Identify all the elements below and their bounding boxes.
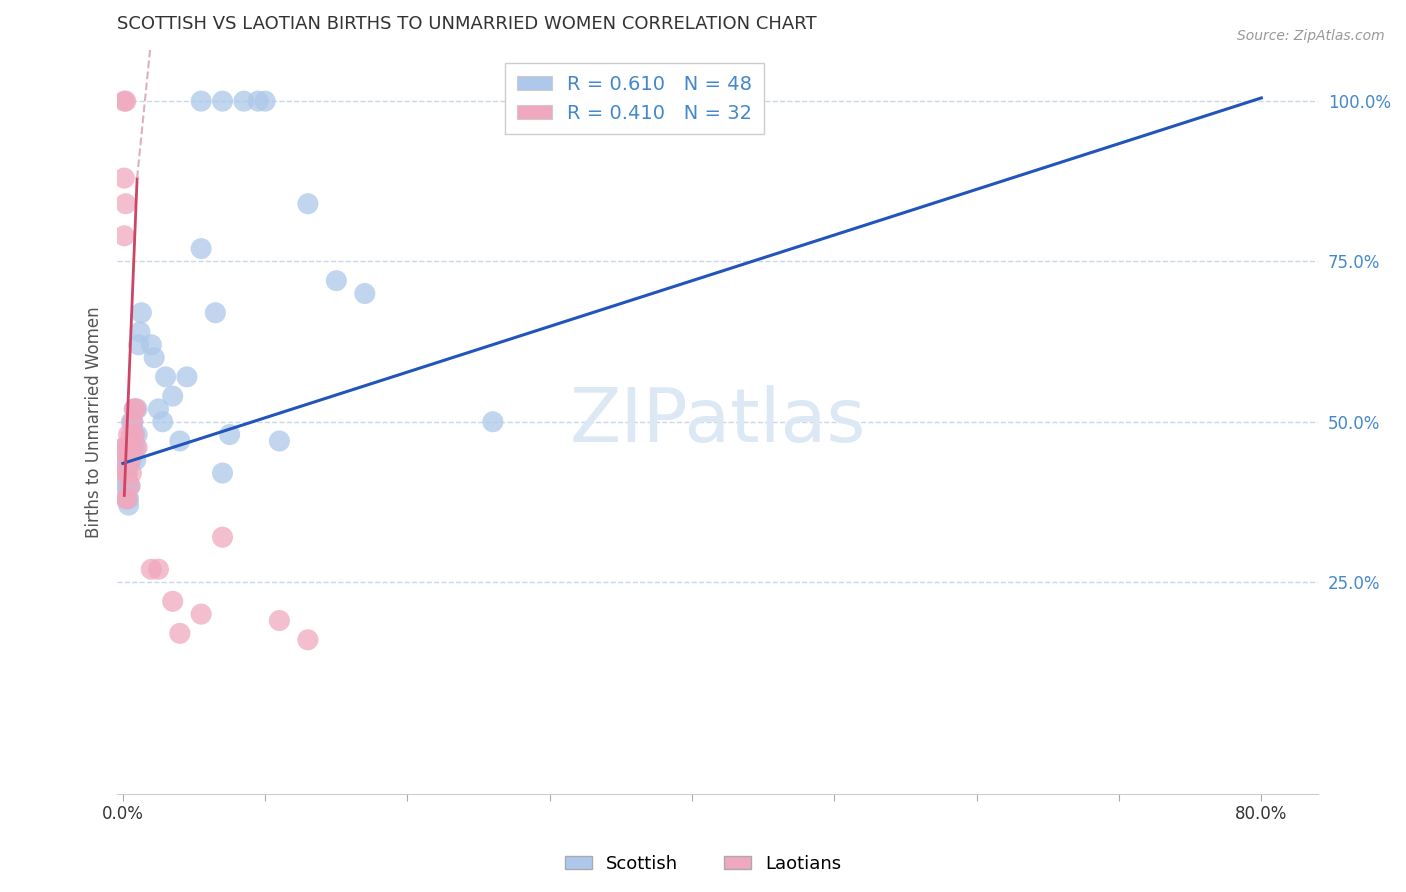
- Point: [122, 401, 145, 416]
- Point: [121, 441, 143, 455]
- Point: [112, 441, 135, 455]
- Point: [118, 441, 141, 455]
- Point: [117, 491, 139, 506]
- Point: [122, 401, 145, 416]
- Point: [120, 427, 142, 442]
- Point: [353, 286, 375, 301]
- Text: Source: ZipAtlas.com: Source: ZipAtlas.com: [1237, 29, 1385, 43]
- Point: [117, 453, 139, 467]
- Point: [148, 562, 170, 576]
- Point: [117, 498, 139, 512]
- Point: [482, 415, 505, 429]
- Point: [218, 427, 240, 442]
- Point: [127, 401, 149, 416]
- Point: [112, 453, 135, 467]
- Point: [155, 369, 177, 384]
- Point: [190, 94, 212, 108]
- Point: [148, 401, 170, 416]
- Point: [122, 427, 145, 442]
- Point: [121, 415, 143, 429]
- Point: [176, 369, 198, 384]
- Point: [128, 338, 150, 352]
- Point: [129, 325, 152, 339]
- Point: [118, 479, 141, 493]
- Point: [162, 389, 184, 403]
- Point: [190, 607, 212, 621]
- Point: [127, 441, 149, 455]
- Point: [143, 351, 166, 365]
- Point: [125, 441, 148, 455]
- Point: [115, 491, 138, 506]
- Point: [115, 479, 138, 493]
- Point: [115, 491, 138, 506]
- Point: [117, 427, 139, 442]
- Point: [118, 453, 141, 467]
- Point: [141, 562, 163, 576]
- Point: [247, 94, 270, 108]
- Point: [211, 466, 233, 480]
- Point: [122, 427, 145, 442]
- Point: [131, 306, 153, 320]
- Point: [254, 94, 277, 108]
- Point: [120, 453, 142, 467]
- Point: [112, 441, 135, 455]
- Point: [125, 401, 148, 416]
- Point: [121, 415, 143, 429]
- Legend: Scottish, Laotians: Scottish, Laotians: [558, 848, 848, 880]
- Point: [115, 466, 138, 480]
- Point: [141, 338, 163, 352]
- Point: [127, 427, 149, 442]
- Point: [115, 441, 138, 455]
- Point: [325, 274, 347, 288]
- Point: [125, 453, 148, 467]
- Point: [118, 453, 141, 467]
- Point: [120, 415, 142, 429]
- Point: [114, 466, 136, 480]
- Point: [211, 530, 233, 544]
- Point: [269, 434, 291, 448]
- Point: [204, 306, 226, 320]
- Y-axis label: Births to Unmarried Women: Births to Unmarried Women: [86, 306, 103, 538]
- Text: ZIPatlas: ZIPatlas: [569, 385, 866, 458]
- Point: [120, 466, 142, 480]
- Point: [114, 491, 136, 506]
- Point: [112, 94, 135, 108]
- Point: [169, 434, 191, 448]
- Point: [115, 466, 138, 480]
- Point: [269, 614, 291, 628]
- Legend: R = 0.610   N = 48, R = 0.410   N = 32: R = 0.610 N = 48, R = 0.410 N = 32: [505, 63, 763, 135]
- Point: [190, 242, 212, 256]
- Point: [114, 196, 136, 211]
- Text: SCOTTISH VS LAOTIAN BIRTHS TO UNMARRIED WOMEN CORRELATION CHART: SCOTTISH VS LAOTIAN BIRTHS TO UNMARRIED …: [117, 15, 817, 33]
- Point: [112, 228, 135, 243]
- Point: [118, 479, 141, 493]
- Point: [297, 196, 319, 211]
- Point: [169, 626, 191, 640]
- Point: [211, 94, 233, 108]
- Point: [162, 594, 184, 608]
- Point: [112, 453, 135, 467]
- Point: [121, 441, 143, 455]
- Point: [114, 466, 136, 480]
- Point: [112, 171, 135, 186]
- Point: [297, 632, 319, 647]
- Point: [232, 94, 254, 108]
- Point: [114, 94, 136, 108]
- Point: [114, 479, 136, 493]
- Point: [152, 415, 174, 429]
- Point: [115, 453, 138, 467]
